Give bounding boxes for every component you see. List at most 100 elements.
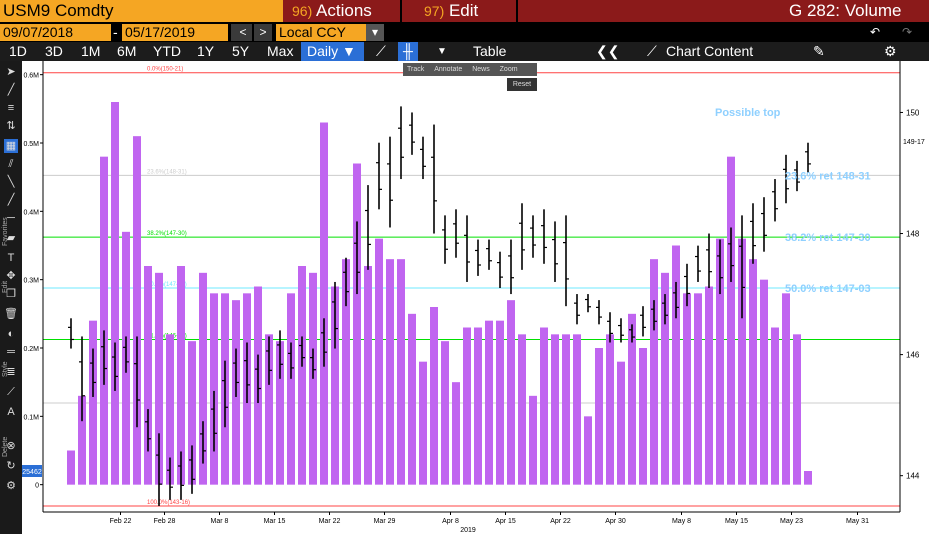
frequency-label: Daily: [307, 43, 339, 59]
annotate-tool[interactable]: Annotate: [434, 66, 463, 73]
style-label: Style: [2, 361, 9, 377]
x-tick-label: Mar 8: [211, 518, 229, 525]
gear-icon[interactable]: ⚙: [884, 43, 897, 59]
price-bar: [398, 106, 404, 180]
collapse-icon[interactable]: ❮❮: [596, 43, 620, 59]
volume-bar: [518, 334, 526, 485]
x-tick-label: May 31: [846, 518, 869, 525]
price-bar: [101, 330, 107, 385]
price-bar: [574, 294, 580, 325]
redo-icon[interactable]: ↷: [898, 24, 916, 41]
chevron-down-icon[interactable]: ▼: [437, 46, 447, 57]
x-tick-label: Apr 22: [550, 518, 571, 525]
zoom-tool[interactable]: Zoom: [499, 66, 518, 73]
period-1y[interactable]: 1Y: [197, 43, 215, 59]
start-date-field[interactable]: 09/07/2018: [0, 24, 111, 41]
delete-icon[interactable]: ⊗: [6, 440, 16, 452]
price-bar: [442, 215, 448, 264]
volume-bar: [78, 395, 86, 485]
period-3d[interactable]: 3D: [45, 43, 63, 59]
fibonacci-icon[interactable]: ≡: [7, 102, 15, 114]
price-bar: [519, 203, 525, 270]
end-date-field[interactable]: 05/17/2019: [122, 24, 228, 41]
cursor-icon[interactable]: ➤: [6, 66, 16, 78]
reset-button[interactable]: Reset: [507, 78, 537, 91]
left-tick-label: 0: [35, 483, 39, 490]
volume-bar: [540, 327, 548, 485]
next-arrow-icon[interactable]: >: [254, 24, 272, 41]
price-bar: [805, 142, 811, 173]
actions-label: Actions: [316, 1, 372, 20]
period-ytd[interactable]: YTD: [153, 43, 181, 59]
chart-content-button[interactable]: Chart Content: [666, 43, 754, 59]
move-icon[interactable]: ✥: [6, 270, 16, 282]
trend-icon[interactable]: ╲: [7, 176, 15, 188]
volume-bar: [584, 416, 592, 485]
currency-select[interactable]: Local CCY: [276, 24, 366, 41]
price-bar: [761, 197, 767, 252]
undo-icon[interactable]: ↶: [866, 24, 884, 41]
actions-menu[interactable]: 96) Actions: [292, 0, 372, 22]
frequency-dropdown[interactable]: Daily ▼: [301, 42, 364, 61]
price-bar: [134, 336, 140, 428]
chevron-down-icon[interactable]: ▾: [366, 24, 384, 41]
volume-bar: [771, 327, 779, 485]
period-5y[interactable]: 5Y: [232, 43, 250, 59]
trash-icon[interactable]: 🗑: [4, 308, 18, 320]
grid-icon[interactable]: ▦: [4, 139, 18, 153]
font-icon[interactable]: A: [7, 406, 15, 418]
text-icon[interactable]: T: [7, 252, 15, 264]
right-axis: 144 146 148 150 149-17: [900, 108, 925, 481]
period-max[interactable]: Max: [267, 43, 294, 59]
volume-bar: [375, 238, 383, 485]
brush-icon[interactable]: ▰: [6, 232, 16, 244]
date-dash: -: [113, 24, 118, 40]
settings-icon[interactable]: ⚙: [6, 480, 16, 492]
price-bar: [189, 445, 195, 494]
right-tick-label: 150: [906, 108, 920, 117]
ray-icon[interactable]: ╱: [7, 194, 15, 206]
volume-bar: [749, 259, 757, 485]
period-1m[interactable]: 1M: [81, 43, 101, 59]
left-tick-label: 0.3M: [23, 278, 39, 285]
volume-bar: [188, 341, 196, 485]
refresh-icon[interactable]: ↻: [6, 460, 16, 472]
volume-bar: [430, 307, 438, 485]
price-bar: [464, 215, 470, 282]
volume-bar: [672, 245, 680, 485]
edit-number: 97): [424, 3, 445, 19]
slash-icon[interactable]: ⟋: [7, 386, 15, 398]
volume-price-chart[interactable]: 0.0%(150-21) 23.6%(148-31) 38.2%(147-30) 50…: [22, 61, 929, 534]
copy-icon[interactable]: ❐: [6, 288, 16, 300]
line-chart-icon[interactable]: ⟋: [376, 43, 386, 59]
edit-pencil-icon[interactable]: ✎: [813, 43, 825, 59]
left-tick-label: 0.4M: [23, 209, 39, 216]
volume-bar: [111, 102, 119, 485]
price-bar: [596, 300, 602, 325]
line-style-icon[interactable]: ═: [7, 346, 15, 358]
price-bar: [332, 281, 338, 349]
price-bar: [90, 348, 96, 397]
table-button[interactable]: Table: [473, 43, 507, 59]
track-tool[interactable]: Track: [407, 66, 425, 73]
edit-menu[interactable]: 97) Edit: [424, 0, 478, 22]
x-tick-label: Feb 28: [154, 518, 176, 525]
width-icon[interactable]: ≣: [6, 366, 16, 378]
line-tool-icon[interactable]: ╱: [7, 84, 15, 96]
bar-chart-icon[interactable]: ╫: [398, 42, 418, 61]
palette-icon[interactable]: ◐: [7, 328, 15, 340]
price-bar: [673, 281, 679, 319]
price-bar: [629, 324, 635, 343]
arrows-icon[interactable]: ⇅: [6, 120, 16, 132]
fib-line-label: 50.0%(147-03): [147, 282, 187, 288]
price-bar: [156, 433, 162, 506]
price-bar: [453, 209, 459, 258]
chart-tools-toolbar: Track Annotate News Zoom: [403, 63, 537, 76]
channel-icon[interactable]: ⫽: [8, 158, 14, 170]
period-1d[interactable]: 1D: [9, 43, 27, 59]
prev-arrow-icon[interactable]: <: [234, 24, 252, 41]
news-tool[interactable]: News: [472, 66, 490, 73]
period-6m[interactable]: 6M: [117, 43, 137, 59]
ticker-field[interactable]: USM9 Comdty: [0, 0, 283, 22]
hline-icon[interactable]: ─: [7, 212, 15, 224]
